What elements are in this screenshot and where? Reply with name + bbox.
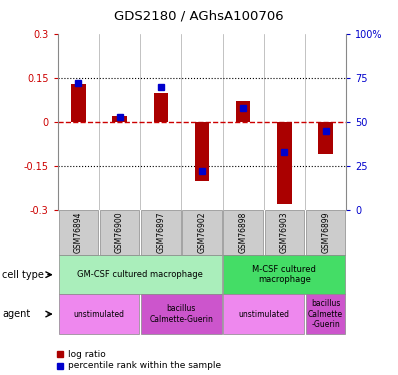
Text: agent: agent — [2, 309, 30, 319]
Bar — [154, 93, 168, 122]
Text: GSM76897: GSM76897 — [156, 212, 165, 253]
Bar — [223, 210, 263, 255]
Text: GSM76903: GSM76903 — [280, 211, 289, 254]
Text: GSM76902: GSM76902 — [197, 212, 207, 253]
Text: GSM76898: GSM76898 — [239, 212, 248, 253]
Text: GSM76894: GSM76894 — [74, 212, 83, 253]
Text: log ratio: log ratio — [68, 350, 105, 359]
Bar — [112, 116, 127, 122]
Text: bacillus
Calmette-Guerin: bacillus Calmette-Guerin — [149, 304, 213, 324]
Bar — [265, 210, 304, 255]
Text: GSM76899: GSM76899 — [321, 212, 330, 253]
Bar — [223, 255, 345, 294]
Text: unstimulated: unstimulated — [74, 309, 125, 318]
Text: percentile rank within the sample: percentile rank within the sample — [68, 361, 221, 370]
Bar — [195, 122, 209, 181]
Bar — [306, 210, 345, 255]
Text: GSM76900: GSM76900 — [115, 211, 124, 254]
Text: GM-CSF cultured macrophage: GM-CSF cultured macrophage — [77, 270, 203, 279]
Text: M-CSF cultured
macrophage: M-CSF cultured macrophage — [252, 265, 316, 284]
Text: bacillus
Calmette
-Guerin: bacillus Calmette -Guerin — [308, 299, 343, 329]
Bar — [236, 101, 250, 122]
Bar — [141, 294, 222, 334]
Bar — [71, 84, 86, 122]
Bar — [59, 294, 139, 334]
Text: GDS2180 / AGhsA100706: GDS2180 / AGhsA100706 — [114, 9, 284, 22]
Bar — [59, 210, 98, 255]
Bar — [141, 210, 181, 255]
Bar — [306, 294, 345, 334]
Text: cell type: cell type — [2, 270, 44, 280]
Bar — [182, 210, 222, 255]
Bar — [223, 294, 304, 334]
Bar — [318, 122, 333, 154]
Bar — [277, 122, 292, 204]
Bar — [100, 210, 139, 255]
Bar — [59, 255, 222, 294]
Text: unstimulated: unstimulated — [238, 309, 289, 318]
